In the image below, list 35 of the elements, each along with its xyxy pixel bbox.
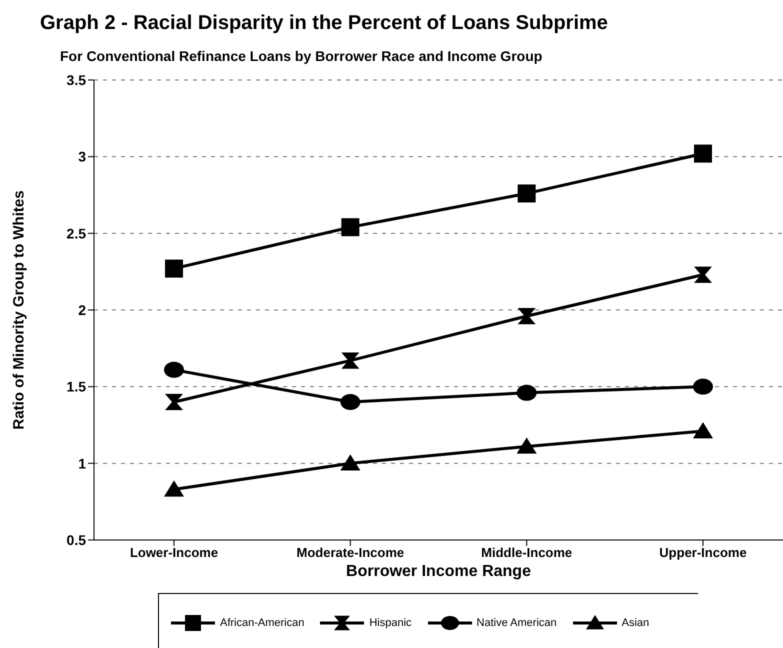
- legend-label: Asian: [622, 617, 650, 629]
- point: [694, 266, 712, 283]
- point: [693, 422, 713, 438]
- point: [165, 260, 183, 278]
- y-tick-label: 3: [78, 148, 86, 165]
- point: [516, 384, 537, 401]
- legend-label: Native American: [476, 617, 557, 629]
- x-tick-label: Lower-Income: [130, 545, 218, 560]
- chart-title: Graph 2 - Racial Disparity in the Percent of Loans Subprime: [40, 12, 608, 35]
- x-tick-label: Moderate-Income: [296, 545, 404, 560]
- point: [340, 394, 360, 410]
- point: [693, 378, 713, 395]
- point: [518, 308, 536, 324]
- y-axis-title: Ratio of Minority Group to Whites: [10, 190, 28, 430]
- chart-subtitle: For Conventional Refinance Loans by Borrower Race and Income Group: [60, 48, 542, 64]
- point: [694, 144, 712, 163]
- y-tick-label: 2: [78, 302, 86, 318]
- point: [165, 394, 183, 410]
- point: [164, 362, 184, 378]
- legend-label: African-American: [220, 617, 304, 629]
- x-axis-title: Borrower Income Range: [346, 563, 532, 580]
- y-tick-label: 3.5: [66, 72, 86, 88]
- point: [341, 352, 360, 369]
- x-tick-label: Upper-Income: [659, 545, 747, 560]
- point: [340, 454, 360, 471]
- point: [518, 184, 536, 202]
- y-tick-label: 0.5: [66, 532, 86, 548]
- point: [516, 437, 537, 454]
- legend-label: Hispanic: [369, 617, 412, 629]
- x-tick-label: Middle-Income: [481, 545, 572, 560]
- y-tick-label: 2.5: [66, 225, 86, 242]
- y-tick-label: 1: [78, 455, 86, 472]
- point: [164, 480, 184, 497]
- y-tick-label: 1.5: [66, 378, 86, 395]
- point: [341, 218, 360, 236]
